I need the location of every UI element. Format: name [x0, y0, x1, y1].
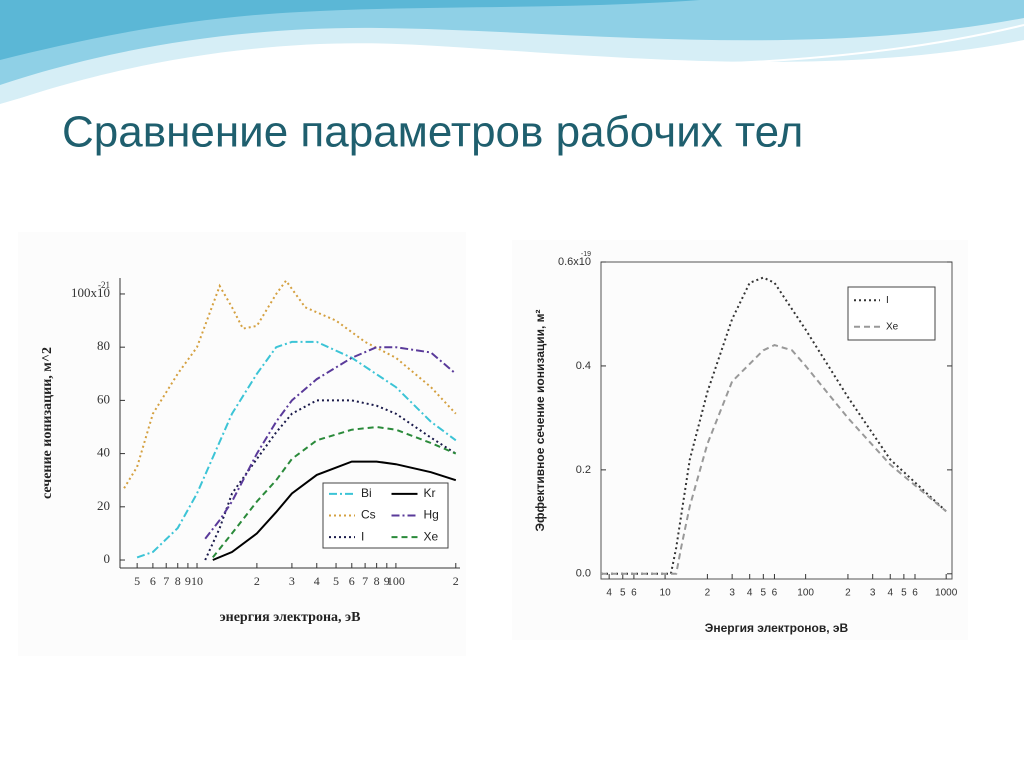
y-tick-label: 0.2 [576, 464, 591, 476]
y-tick-label: 40 [97, 445, 110, 460]
x-tick-label: 3 [289, 574, 295, 588]
x-tick-label: 6 [912, 588, 918, 599]
x-tick-label: 1000 [935, 588, 958, 599]
x-tick-label: 5 [901, 588, 907, 599]
x-tick-label: 8 [175, 574, 181, 588]
legend-label: Xe [424, 529, 439, 543]
y-tick-label: 100x10 [71, 285, 110, 300]
y-exponent: -21 [98, 280, 110, 290]
series-line [601, 344, 947, 575]
x-tick-label: 4 [887, 588, 893, 599]
y-tick-label: 0 [104, 551, 111, 566]
legend-label: Bi [361, 486, 372, 500]
chart-panel [18, 232, 466, 656]
x-tick-label: 5 [620, 588, 626, 599]
x-axis-label: Энергия электронов, эВ [705, 621, 849, 635]
series-line [136, 340, 457, 559]
x-tick-label: 9 [185, 574, 191, 588]
x-tick-label: 4 [747, 588, 753, 599]
wave-line [0, 24, 1024, 106]
x-tick-label: 100 [387, 574, 405, 588]
x-axis-label: энергия электрона, эВ [220, 610, 361, 625]
y-tick-label: 0.4 [576, 360, 591, 372]
legend-label: Xe [886, 321, 899, 332]
y-tick-label: 0.6x10 [558, 256, 591, 268]
series-line [204, 346, 457, 540]
x-tick-label: 7 [163, 574, 169, 588]
y-tick-label: 0.0 [576, 568, 591, 580]
x-tick-label: 4 [606, 588, 612, 599]
y-axis-label: сечение ионизации, м^2 [40, 347, 55, 499]
plot-frame [600, 261, 953, 580]
x-tick-label: 6 [349, 574, 355, 588]
y-tick-label: 60 [97, 391, 110, 406]
x-tick-label: 2 [254, 574, 260, 588]
series-line [204, 399, 457, 561]
slide-title: Сравнение параметров рабочих тел [62, 108, 803, 157]
x-tick-label: 10 [660, 588, 672, 599]
wave-mid [0, 0, 1024, 85]
x-tick-label: 5 [134, 574, 140, 588]
x-tick-label: 2 [705, 588, 711, 599]
series-line [212, 425, 457, 559]
legend-label: I [361, 529, 364, 543]
x-tick-label: 2 [453, 574, 459, 588]
y-tick-label: 80 [97, 338, 110, 353]
x-tick-label: 3 [729, 588, 735, 599]
x-tick-label: 6 [150, 574, 156, 588]
x-tick-label: 5 [333, 574, 339, 588]
x-tick-label: 7 [362, 574, 368, 588]
series-line [212, 460, 457, 561]
x-tick-label: 6 [772, 588, 778, 599]
legend-label: I [886, 295, 889, 306]
y-exponent: -19 [581, 251, 591, 258]
legend-label: Kr [424, 486, 436, 500]
x-tick-label: 8 [374, 574, 380, 588]
x-tick-label: 10 [191, 574, 203, 588]
x-tick-label: 6 [631, 588, 637, 599]
y-tick-label: 20 [97, 498, 110, 513]
x-tick-label: 3 [870, 588, 876, 599]
legend-box [847, 286, 936, 341]
y-axis-label: Эффективное сечение ионизации, м² [533, 309, 547, 531]
legend-label: Cs [361, 508, 376, 522]
x-tick-label: 4 [314, 574, 320, 588]
legend-box [322, 482, 449, 549]
x-tick-label: 9 [384, 574, 390, 588]
x-tick-label: 2 [845, 588, 851, 599]
x-tick-label: 100 [797, 588, 814, 599]
wave-front [0, 0, 700, 60]
x-tick-label: 5 [761, 588, 767, 599]
legend-label: Hg [424, 508, 439, 522]
